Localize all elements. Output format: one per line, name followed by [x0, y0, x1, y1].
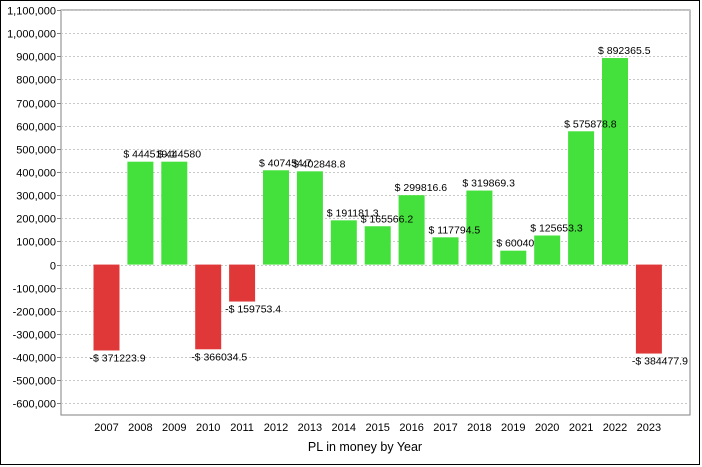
- data-label-2012: $ 407454.7: [259, 157, 312, 169]
- x-tick-label: 2018: [467, 422, 491, 434]
- bar-2021: [568, 131, 595, 265]
- x-tick-label: 2016: [399, 422, 423, 434]
- bar-2014: [330, 220, 357, 265]
- x-tick-label: 2007: [94, 422, 118, 434]
- x-tick-label: 2023: [637, 422, 661, 434]
- y-tick-label: 300,000: [16, 191, 56, 203]
- bar-2010: [195, 264, 222, 350]
- data-label-2009: $ 444580: [157, 149, 201, 161]
- x-tick-label: 2008: [128, 422, 152, 434]
- x-tick-label: 2017: [433, 422, 457, 434]
- bar-2020: [534, 235, 561, 265]
- bar-2018: [466, 190, 493, 265]
- data-label-2021: $ 575878.8: [564, 118, 617, 130]
- data-label-2023: -$ 384477.9: [632, 356, 688, 368]
- y-tick-label: -400,000: [13, 353, 56, 365]
- x-tick-label: 2014: [332, 422, 356, 434]
- gridlines: [60, 9, 691, 416]
- bar-2008: [127, 161, 154, 265]
- x-tick-label: 2009: [162, 422, 186, 434]
- data-label-2008: $ 444519.1: [123, 149, 176, 161]
- y-tick-label: -500,000: [13, 376, 56, 388]
- y-tick-label: 700,000: [16, 99, 56, 111]
- y-tick-label: 1,100,000: [7, 6, 56, 18]
- data-label-2020: $ 125653.3: [530, 222, 583, 234]
- data-labels: -$ 371223.9 $ 444519.1$ 444580 -$ 366034.5…: [90, 45, 689, 367]
- x-tick-label: 2013: [298, 422, 322, 434]
- y-tick-label: 200,000: [16, 214, 56, 226]
- x-tick-label: 2020: [535, 422, 559, 434]
- bar-2022: [602, 58, 628, 265]
- bar-2015: [364, 226, 391, 265]
- bar-2009: [161, 161, 188, 265]
- plot-area: [60, 9, 691, 416]
- bar-2019: [500, 250, 527, 265]
- x-axis-label: PL in money by Year: [308, 440, 422, 454]
- y-tick-label: 800,000: [16, 75, 56, 87]
- y-tick-label: -100,000: [13, 284, 56, 296]
- x-axis-ticks: 2007 2008 2009 2010 2011 2012 2013 2014 2015 2016…: [94, 422, 661, 434]
- data-label-2013: $ 402848.8: [293, 158, 346, 170]
- y-tick-label: -600,000: [13, 399, 56, 411]
- data-label-2022: $ 892365.5: [598, 45, 651, 57]
- x-tick-label: 2012: [264, 422, 288, 434]
- y-tick-label: -300,000: [13, 330, 56, 342]
- data-label-2018: $ 319869.3: [462, 178, 515, 190]
- data-label-2019: $ 60040: [496, 238, 534, 250]
- data-label-2016: $ 299816.6: [395, 182, 448, 194]
- x-tick-label: 2015: [365, 422, 389, 434]
- y-tick-label: 0: [50, 261, 56, 273]
- bar-2017: [432, 237, 459, 265]
- y-tick-label: 600,000: [16, 122, 56, 134]
- data-label-2017: $ 117794.5: [429, 224, 481, 236]
- y-tick-label: 900,000: [16, 52, 56, 64]
- y-axis-ticks: -600,000 -500,000 -400,000 -300,000 -200,000…: [7, 6, 61, 411]
- x-tick-label: 2010: [196, 422, 220, 434]
- data-label-2010: -$ 366034.5: [191, 351, 247, 363]
- y-tick-label: 400,000: [16, 168, 56, 180]
- data-label-2014: $ 191181.3: [327, 207, 379, 219]
- y-tick-label: 500,000: [16, 145, 56, 157]
- y-tick-label: 100,000: [16, 237, 56, 249]
- data-label-2007: -$ 371223.9: [90, 352, 146, 364]
- bar-2011: [229, 264, 256, 302]
- y-tick-label: -200,000: [13, 307, 56, 319]
- x-tick-label: 2021: [569, 422, 593, 434]
- data-label-2015: $ 165566.2: [361, 213, 414, 225]
- bar-2013: [296, 171, 323, 265]
- data-label-2011: -$ 159753.4: [225, 304, 281, 316]
- bar-2012: [263, 170, 289, 265]
- bars: [93, 58, 662, 354]
- bar-2016: [398, 195, 425, 265]
- y-tick-label: 1,000,000: [7, 29, 56, 41]
- x-tick-label: 2022: [603, 422, 627, 434]
- bar-2023: [635, 264, 662, 354]
- x-tick-label: 2019: [501, 422, 525, 434]
- x-tick-label: 2011: [230, 422, 254, 434]
- bar-2007: [93, 264, 120, 351]
